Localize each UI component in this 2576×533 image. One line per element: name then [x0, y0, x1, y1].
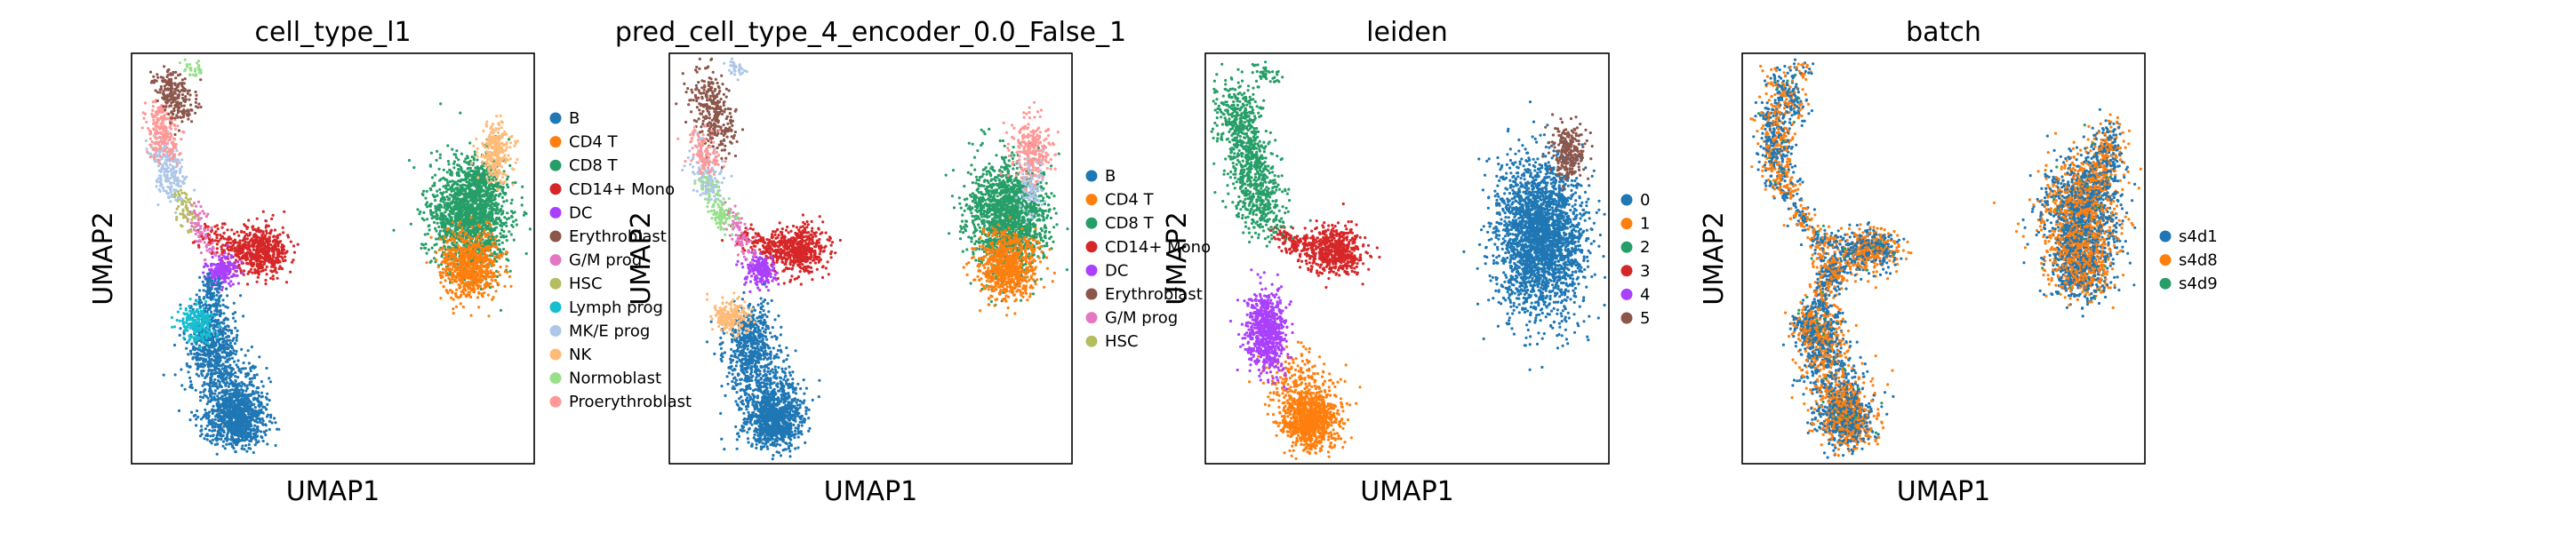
legend-label: G/M prog: [1105, 309, 1178, 328]
y-axis-label: UMAP2: [626, 211, 657, 306]
umap-panel-4: batch UMAP1 UMAP2 s4d1 s4d8 s4d9: [1699, 17, 2218, 507]
legend-label: NK: [569, 346, 592, 364]
x-axis-label: UMAP1: [824, 476, 918, 507]
legend-label: Normoblast: [569, 370, 661, 388]
legend-label: s4d8: [2179, 251, 2218, 270]
legend-marker: [1086, 289, 1098, 300]
legend-label: 5: [1640, 309, 1650, 328]
legend-marker: [550, 113, 562, 124]
legend-marker: [550, 278, 562, 290]
legend-label: 4: [1640, 285, 1650, 304]
legend-marker: [1086, 241, 1098, 252]
legend-marker: [550, 183, 562, 195]
legend-marker: [550, 207, 562, 219]
legend-marker: [550, 160, 562, 171]
scatter-points: [675, 58, 1068, 461]
legend-marker: [1086, 312, 1098, 323]
umap-panel-2: pred_cell_type_4_encoder_0.0_False_1 UMAP…: [615, 17, 1211, 507]
y-axis-label: UMAP2: [88, 211, 119, 306]
legend-marker: [1086, 265, 1098, 276]
legend-marker: [1621, 313, 1633, 324]
x-axis-label: UMAP1: [1360, 476, 1454, 507]
legend-marker: [2160, 278, 2172, 290]
legend-marker: [550, 231, 562, 243]
x-axis-label: UMAP1: [1897, 476, 1991, 507]
legend-label: s4d1: [2179, 227, 2218, 246]
scatter-points: [1749, 59, 2142, 459]
legend-label: MK/E prog: [569, 322, 650, 340]
scatter-points: [1211, 60, 1607, 460]
legend-label: CD8 T: [1105, 214, 1155, 233]
legend-marker: [1621, 218, 1633, 229]
legend-marker: [550, 349, 562, 361]
legend-label: 2: [1640, 238, 1650, 257]
legend-marker: [550, 325, 562, 337]
x-axis-label: UMAP1: [286, 476, 380, 507]
legend-label: HSC: [1105, 332, 1139, 351]
umap-panel-3: leiden UMAP1 UMAP2 0 1 2 3 4 5: [1162, 17, 1650, 507]
legend-marker: [550, 372, 562, 384]
panel-title: leiden: [1366, 17, 1448, 48]
legend-marker: [1621, 242, 1633, 253]
umap-panel-1: cell_type_l1 UMAP1 UMAP2 B CD4 T CD8 T CD14+ M…: [88, 17, 692, 507]
legend-label: 1: [1640, 215, 1650, 234]
legend-label: CD8 T: [569, 156, 619, 175]
legend: s4d1 s4d8 s4d9: [2160, 227, 2218, 293]
legend-label: B: [569, 109, 580, 128]
legend-marker: [1086, 171, 1098, 182]
legend-marker: [550, 301, 562, 313]
legend-label: CD4 T: [569, 133, 619, 152]
legend-label: DC: [569, 203, 592, 222]
legend-label: HSC: [569, 274, 603, 293]
legend-label: 3: [1640, 262, 1650, 281]
legend-marker: [1086, 218, 1098, 229]
y-axis-label: UMAP2: [1699, 211, 1730, 306]
legend-label: Proerythroblast: [569, 393, 692, 411]
legend-marker: [550, 254, 562, 266]
legend-marker: [1086, 336, 1098, 347]
legend-marker: [2160, 254, 2172, 266]
panel-title: batch: [1906, 17, 1981, 48]
legend-marker: [1621, 265, 1633, 276]
legend-marker: [1086, 194, 1098, 205]
legend-marker: [550, 136, 562, 147]
legend: 0 1 2 3 4 5: [1621, 191, 1651, 328]
legend-marker: [2160, 231, 2172, 243]
panel-title: cell_type_l1: [254, 17, 411, 48]
legend-label: CD14+ Mono: [569, 180, 675, 199]
legend-marker: [550, 396, 562, 408]
legend-label: s4d9: [2179, 274, 2218, 293]
legend-label: DC: [1105, 261, 1128, 280]
legend-marker: [1621, 289, 1633, 300]
legend-label: CD4 T: [1105, 191, 1155, 210]
legend-label: 0: [1640, 191, 1650, 210]
scatter-points: [141, 59, 532, 456]
legend-marker: [1621, 195, 1633, 206]
panel-title: pred_cell_type_4_encoder_0.0_False_1: [615, 17, 1126, 48]
y-axis-label: UMAP2: [1162, 211, 1193, 306]
legend-label: B: [1105, 167, 1116, 186]
legend-label: CD14+ Mono: [1105, 238, 1211, 257]
